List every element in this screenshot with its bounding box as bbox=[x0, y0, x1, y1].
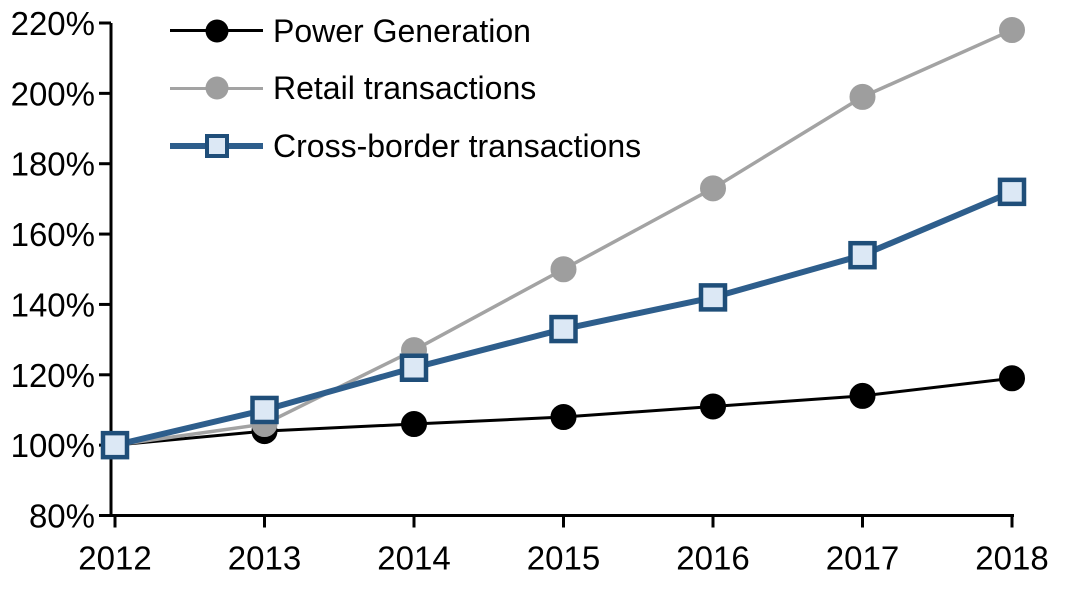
data-point-power-generation-2015 bbox=[550, 404, 577, 430]
legend-label: Retail transactions bbox=[273, 70, 537, 107]
data-point-power-generation-2017 bbox=[849, 382, 876, 409]
data-point-cross-border-transactions-2014 bbox=[399, 353, 429, 382]
data-point-power-generation-2014 bbox=[401, 411, 427, 438]
data-point-retail-transactions-2018 bbox=[999, 17, 1025, 44]
legend-item-retail-transactions: Retail transactions bbox=[170, 60, 641, 118]
legend-item-cross-border-transactions: Cross-border transactions bbox=[170, 117, 641, 175]
y-tick-label: 120% bbox=[11, 357, 95, 394]
data-point-cross-border-transactions-2013 bbox=[250, 395, 279, 425]
legend-swatch bbox=[170, 16, 263, 46]
legend-label: Cross-border transactions bbox=[273, 127, 642, 164]
legend-swatch bbox=[170, 73, 263, 103]
data-point-cross-border-transactions-2012 bbox=[100, 430, 130, 460]
x-tick-label: 2015 bbox=[527, 540, 600, 577]
y-tick-label: 140% bbox=[11, 286, 95, 323]
x-tick-label: 2016 bbox=[676, 540, 749, 577]
y-tick-label: 200% bbox=[11, 75, 95, 112]
y-tick-label: 80% bbox=[29, 498, 95, 535]
data-point-power-generation-2016 bbox=[700, 393, 726, 420]
legend-swatch bbox=[170, 131, 263, 161]
data-point-retail-transactions-2016 bbox=[700, 175, 726, 202]
y-tick-label: 220% bbox=[11, 5, 95, 42]
x-tick-label: 2018 bbox=[975, 540, 1048, 577]
data-point-retail-transactions-2015 bbox=[550, 256, 577, 283]
x-tick-label: 2012 bbox=[78, 540, 151, 577]
data-point-cross-border-transactions-2018 bbox=[997, 177, 1027, 207]
data-point-cross-border-transactions-2016 bbox=[698, 283, 728, 312]
legend-label: Power Generation bbox=[273, 12, 531, 49]
circle-marker-icon bbox=[205, 19, 228, 43]
x-tick-label: 2014 bbox=[377, 540, 450, 577]
legend-item-power-generation: Power Generation bbox=[170, 2, 641, 60]
x-tick-label: 2013 bbox=[228, 540, 301, 577]
data-point-cross-border-transactions-2015 bbox=[549, 314, 578, 344]
chart-legend: Power Generation Retail transactions Cro… bbox=[170, 2, 641, 175]
x-tick-label: 2017 bbox=[826, 540, 899, 577]
data-point-cross-border-transactions-2017 bbox=[848, 240, 877, 270]
y-tick-label: 180% bbox=[11, 146, 95, 183]
circle-marker-icon bbox=[205, 76, 228, 100]
data-point-retail-transactions-2017 bbox=[849, 83, 876, 110]
y-tick-label: 160% bbox=[11, 216, 95, 253]
y-tick-label: 100% bbox=[11, 427, 95, 464]
square-marker-icon bbox=[204, 133, 229, 158]
data-point-power-generation-2018 bbox=[999, 365, 1025, 392]
